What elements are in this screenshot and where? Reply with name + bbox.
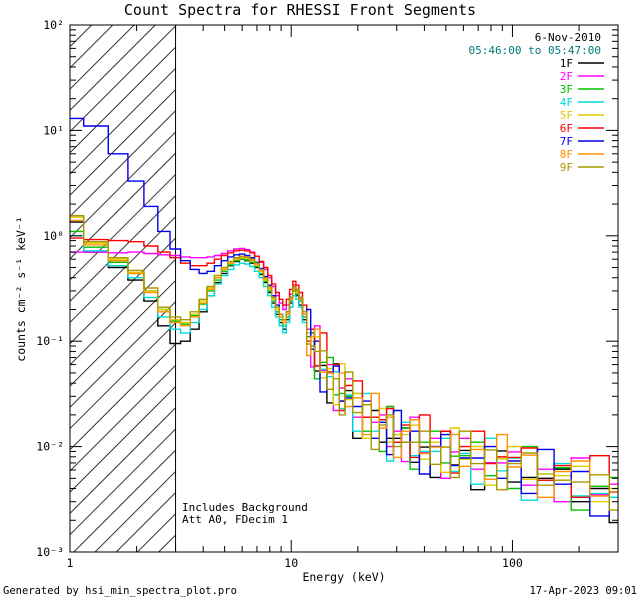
date-label: 6-Nov-2010 xyxy=(535,31,601,44)
y-tick-label-5: 10² xyxy=(43,18,64,32)
legend-label-6F: 6F xyxy=(560,122,573,135)
series-curve-9F xyxy=(70,215,618,511)
legend-item-2F: 2F xyxy=(560,70,604,83)
y-tick-label-2: 10⁻¹ xyxy=(36,334,64,348)
legend-label-3F: 3F xyxy=(560,83,573,96)
time-range-label: 05:46:00 to 05:47:00 xyxy=(469,44,601,57)
footer-generator-label: Generated by hsi_min_spectra_plot.pro xyxy=(3,585,237,597)
legend-item-6F: 6F xyxy=(560,122,604,135)
note-attenuator-decim: Att A0, FDecim 1 xyxy=(182,513,288,526)
tick-labels: 1 10 100 10⁻³ 10⁻² 10⁻¹ 10⁰ 10¹ 10² xyxy=(36,18,523,570)
hatched-region xyxy=(70,25,176,552)
legend-item-4F: 4F xyxy=(560,96,604,109)
series-curve-4F xyxy=(70,235,618,501)
y-tick-label-0: 10⁻³ xyxy=(36,545,64,559)
axis-ticks xyxy=(69,24,619,553)
note-includes-background: Includes Background xyxy=(182,501,308,514)
x-tick-label-0: 1 xyxy=(67,556,74,570)
y-tick-label-3: 10⁰ xyxy=(43,229,64,243)
series-curve-8F xyxy=(70,219,618,498)
plot-area: 1 10 100 10⁻³ 10⁻² 10⁻¹ 10⁰ 10¹ 10² 1F2F3F4F5F6F7… xyxy=(36,18,619,570)
y-tick-label-4: 10¹ xyxy=(43,123,64,137)
legend-item-1F: 1F xyxy=(560,57,604,70)
legend-item-3F: 3F xyxy=(560,83,604,96)
legend-item-9F: 9F xyxy=(560,161,604,174)
legend-item-7F: 7F xyxy=(560,135,604,148)
legend-label-2F: 2F xyxy=(560,70,573,83)
legend-label-9F: 9F xyxy=(560,161,573,174)
legend-label-8F: 8F xyxy=(560,148,573,161)
legend-item-5F: 5F xyxy=(560,109,604,122)
series-curve-6F xyxy=(70,237,618,498)
axes-frame xyxy=(69,24,619,553)
series-curve-3F xyxy=(70,230,618,511)
x-axis-label: Energy (keV) xyxy=(302,570,385,584)
curves-group xyxy=(70,117,618,524)
plot-title: Count Spectra for RHESSI Front Segments xyxy=(124,1,476,19)
legend-label-5F: 5F xyxy=(560,109,573,122)
x-tick-label-2: 100 xyxy=(502,556,523,570)
legend-label-7F: 7F xyxy=(560,135,573,148)
legend-item-8F: 8F xyxy=(560,148,604,161)
footer-timestamp: 17-Apr-2023 09:01 xyxy=(530,585,637,597)
legend-label-1F: 1F xyxy=(560,57,573,70)
x-tick-label-1: 10 xyxy=(284,556,298,570)
legend-label-4F: 4F xyxy=(560,96,573,109)
y-axis-label: counts cm⁻² s⁻¹ keV⁻¹ xyxy=(14,216,28,361)
y-tick-label-1: 10⁻² xyxy=(36,440,64,454)
